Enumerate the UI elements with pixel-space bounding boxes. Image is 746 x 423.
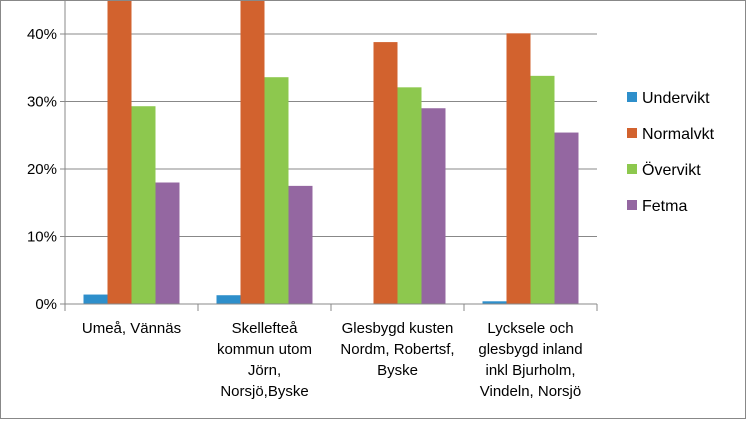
bar-övervikt bbox=[131, 106, 156, 304]
category-label: Glesbygd kusten Nordm, Robertsf, Byske bbox=[340, 320, 454, 379]
category-label: Skellefteå kommun utom Jörn, Norsjö,Byske bbox=[217, 320, 312, 400]
bar-normalvkt bbox=[506, 33, 531, 304]
bar-fetma bbox=[554, 132, 579, 304]
y-tick-label: 30% bbox=[27, 94, 57, 111]
legend-swatch-undervikt bbox=[627, 92, 637, 102]
bar-fetma bbox=[288, 185, 313, 304]
legend-label: Undervikt bbox=[642, 90, 710, 107]
axes bbox=[60, 1, 598, 311]
bar-undervikt bbox=[83, 294, 108, 304]
bar-övervikt bbox=[530, 75, 555, 304]
bar-normalvkt bbox=[373, 42, 398, 304]
legend: Undervikt Normalvkt Övervikt Fetma bbox=[627, 90, 715, 215]
bar-fetma bbox=[421, 108, 446, 304]
legend-swatch-normalvkt bbox=[627, 128, 637, 138]
y-tick-labels: 0% 10% 20% 30% 40% bbox=[27, 26, 57, 313]
bar-övervikt bbox=[397, 87, 422, 304]
bar-normalvkt bbox=[107, 1, 132, 304]
legend-label: Normalvkt bbox=[642, 126, 715, 143]
bar-undervikt bbox=[482, 301, 507, 304]
legend-label: Övervikt bbox=[642, 161, 701, 179]
category-label: Lycksele och glesbygd inland inkl Bjurholm… bbox=[478, 320, 582, 400]
bar-övervikt bbox=[264, 77, 289, 304]
bars bbox=[83, 1, 579, 304]
y-tick-label: 10% bbox=[27, 229, 57, 246]
bar-fetma bbox=[155, 182, 180, 304]
bar-normalvkt bbox=[240, 1, 265, 304]
category-label: Umeå, Vännäs bbox=[82, 320, 181, 337]
legend-label: Fetma bbox=[642, 198, 687, 215]
y-tick-label: 0% bbox=[35, 296, 57, 313]
legend-swatch-övervikt bbox=[627, 164, 637, 174]
legend-swatch-fetma bbox=[627, 200, 637, 210]
y-tick-label: 20% bbox=[27, 161, 57, 178]
category-labels: Umeå, Vännäs Skellefteå kommun utom Jörn, No… bbox=[82, 320, 583, 400]
y-tick-label: 40% bbox=[27, 26, 57, 43]
bar-undervikt bbox=[216, 295, 241, 304]
